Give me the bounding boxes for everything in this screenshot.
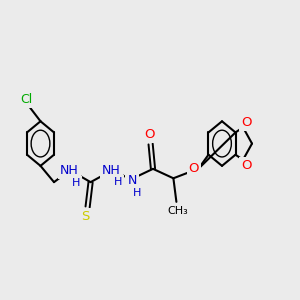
Text: O: O bbox=[241, 116, 251, 129]
Text: O: O bbox=[189, 162, 199, 176]
Text: H: H bbox=[133, 188, 141, 198]
Text: N: N bbox=[127, 174, 137, 188]
Text: S: S bbox=[81, 210, 89, 223]
Text: H: H bbox=[114, 177, 122, 187]
Text: CH₃: CH₃ bbox=[168, 206, 189, 216]
Text: NH: NH bbox=[102, 164, 121, 177]
Text: Cl: Cl bbox=[20, 93, 32, 106]
Text: O: O bbox=[241, 158, 251, 172]
Text: NH: NH bbox=[60, 164, 79, 177]
Text: O: O bbox=[144, 128, 154, 141]
Text: H: H bbox=[72, 178, 80, 188]
